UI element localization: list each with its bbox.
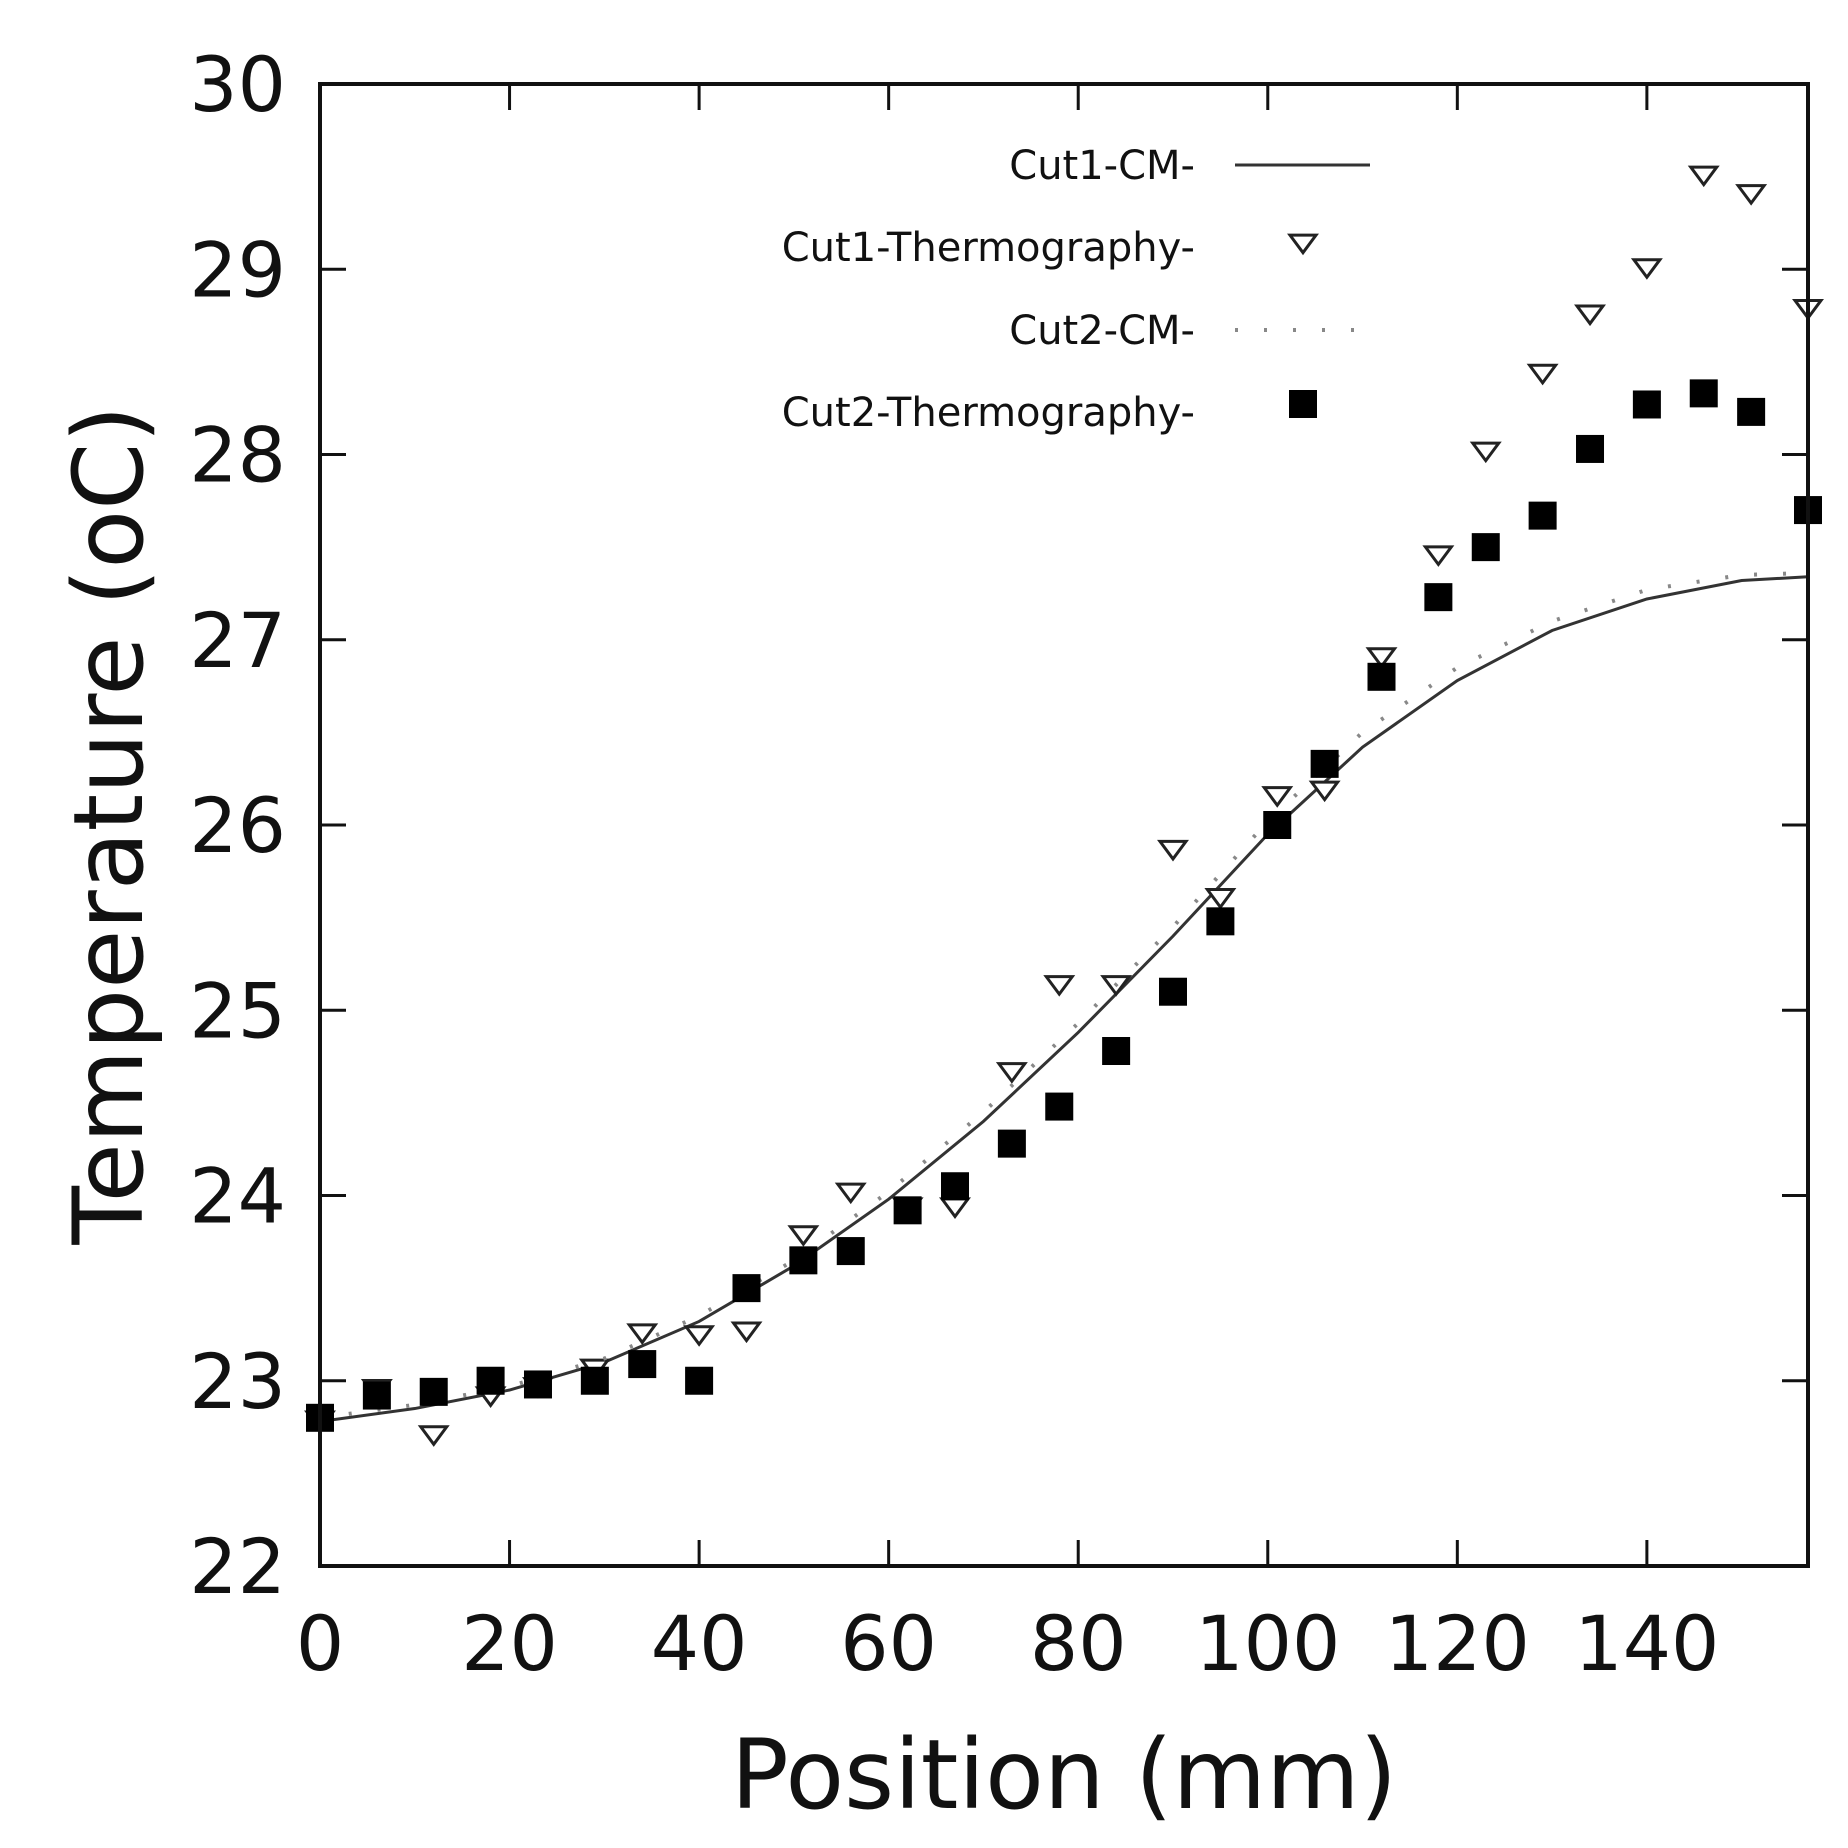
series-layer: [304, 165, 1824, 1447]
point-cut1-thermography: [1630, 258, 1663, 280]
series-4: [306, 379, 1822, 1432]
tick-layer: 0 20 40 60 80 100 120 140 22 23 24 25 26 27 28 29 30: [189, 40, 1808, 1688]
point-cut1-thermography: [1469, 441, 1502, 464]
point-cut1-thermography: [1261, 786, 1294, 808]
legend-label: Cut1-CM-: [1009, 143, 1195, 189]
point-cut1-thermography: [1308, 780, 1341, 803]
point-cut2-thermography: [789, 1246, 818, 1275]
point-cut1-thermography: [1043, 975, 1076, 997]
x-tick-label: 40: [651, 1599, 748, 1688]
y-tick-label: 25: [189, 966, 286, 1055]
point-cut2-thermography: [1263, 811, 1292, 839]
y-tick-label: 22: [189, 1522, 286, 1611]
x-tick-label: 140: [1574, 1599, 1719, 1688]
point-cut2-thermography: [1206, 907, 1235, 936]
point-cut2-thermography: [1102, 1037, 1131, 1066]
point-cut1-thermography: [834, 1182, 867, 1205]
x-tick-label: 80: [1030, 1599, 1127, 1688]
point-cut2-thermography: [1471, 533, 1500, 562]
point-cut1-thermography: [1735, 184, 1768, 206]
point-cut2-thermography: [1528, 501, 1557, 530]
point-cut1-thermography: [1365, 647, 1398, 669]
point-cut1-thermography: [995, 1062, 1028, 1084]
point-cut2-thermography: [997, 1129, 1026, 1158]
point-cut2-thermography: [836, 1237, 865, 1266]
series-1: [319, 575, 1809, 1423]
point-cut2-thermography: [732, 1274, 761, 1303]
point-cut2-thermography: [476, 1366, 505, 1395]
point-cut1-thermography: [1574, 304, 1606, 327]
y-tick-label: 27: [189, 596, 286, 685]
point-cut2-thermography: [1367, 662, 1396, 691]
series-line-cut1-cm: [319, 575, 1809, 1423]
point-cut1-thermography: [417, 1425, 450, 1447]
point-cut1-thermography: [1687, 165, 1720, 188]
point-cut1-thermography: [1204, 888, 1237, 910]
y-tick-label: 29: [189, 225, 286, 314]
y-tick-label: 23: [189, 1337, 286, 1426]
point-cut2-thermography: [1158, 977, 1187, 1006]
y-tick-label: 30: [189, 40, 286, 129]
x-tick-label: 100: [1195, 1599, 1340, 1688]
point-cut2-thermography: [580, 1366, 609, 1395]
legend-label: Cut2-CM-: [1009, 308, 1195, 354]
x-axis-title: Position (mm): [731, 1719, 1397, 1831]
point-cut2-thermography: [1689, 379, 1718, 408]
y-tick-label: 24: [189, 1152, 286, 1241]
point-cut2-thermography: [1045, 1092, 1074, 1121]
legend-label: Cut1-Thermography-: [782, 225, 1195, 271]
point-cut2-thermography: [685, 1366, 714, 1395]
y-tick-label: 26: [189, 781, 286, 870]
legend-swatch-triangle: [1287, 233, 1319, 256]
point-cut2-thermography: [523, 1370, 552, 1399]
point-cut1-thermography: [787, 1225, 820, 1247]
x-tick-label: 0: [296, 1599, 344, 1688]
point-cut1-thermography: [730, 1321, 763, 1344]
point-cut2-thermography: [419, 1377, 448, 1406]
point-cut1-thermography: [626, 1323, 659, 1345]
y-axis-title: Temperature (oC): [53, 405, 165, 1245]
legend-swatch-square: [1289, 390, 1317, 418]
legend-label: Cut2-Thermography-: [782, 390, 1195, 436]
point-cut1-thermography: [1157, 839, 1189, 862]
point-cut2-thermography: [628, 1350, 657, 1379]
point-cut2-thermography: [1737, 397, 1766, 426]
point-cut2-thermography: [893, 1196, 922, 1225]
point-cut1-thermography: [1422, 545, 1455, 567]
point-cut2-thermography: [1576, 434, 1605, 463]
legend: Cut1-CM- Cut1-Thermography- Cut2-CM- Cut2-T…: [782, 143, 1370, 436]
point-cut2-thermography: [1632, 390, 1661, 419]
x-tick-label: 60: [840, 1599, 937, 1688]
point-cut2-thermography: [941, 1172, 970, 1201]
point-cut2-thermography: [362, 1381, 391, 1410]
x-tick-label: 20: [461, 1599, 558, 1688]
x-tick-label: 120: [1385, 1599, 1530, 1688]
y-tick-label: 28: [189, 411, 286, 500]
point-cut2-thermography: [1310, 749, 1339, 778]
point-cut1-thermography: [1526, 363, 1559, 386]
point-cut2-thermography: [1424, 583, 1453, 612]
point-cut1-thermography: [683, 1325, 716, 1347]
